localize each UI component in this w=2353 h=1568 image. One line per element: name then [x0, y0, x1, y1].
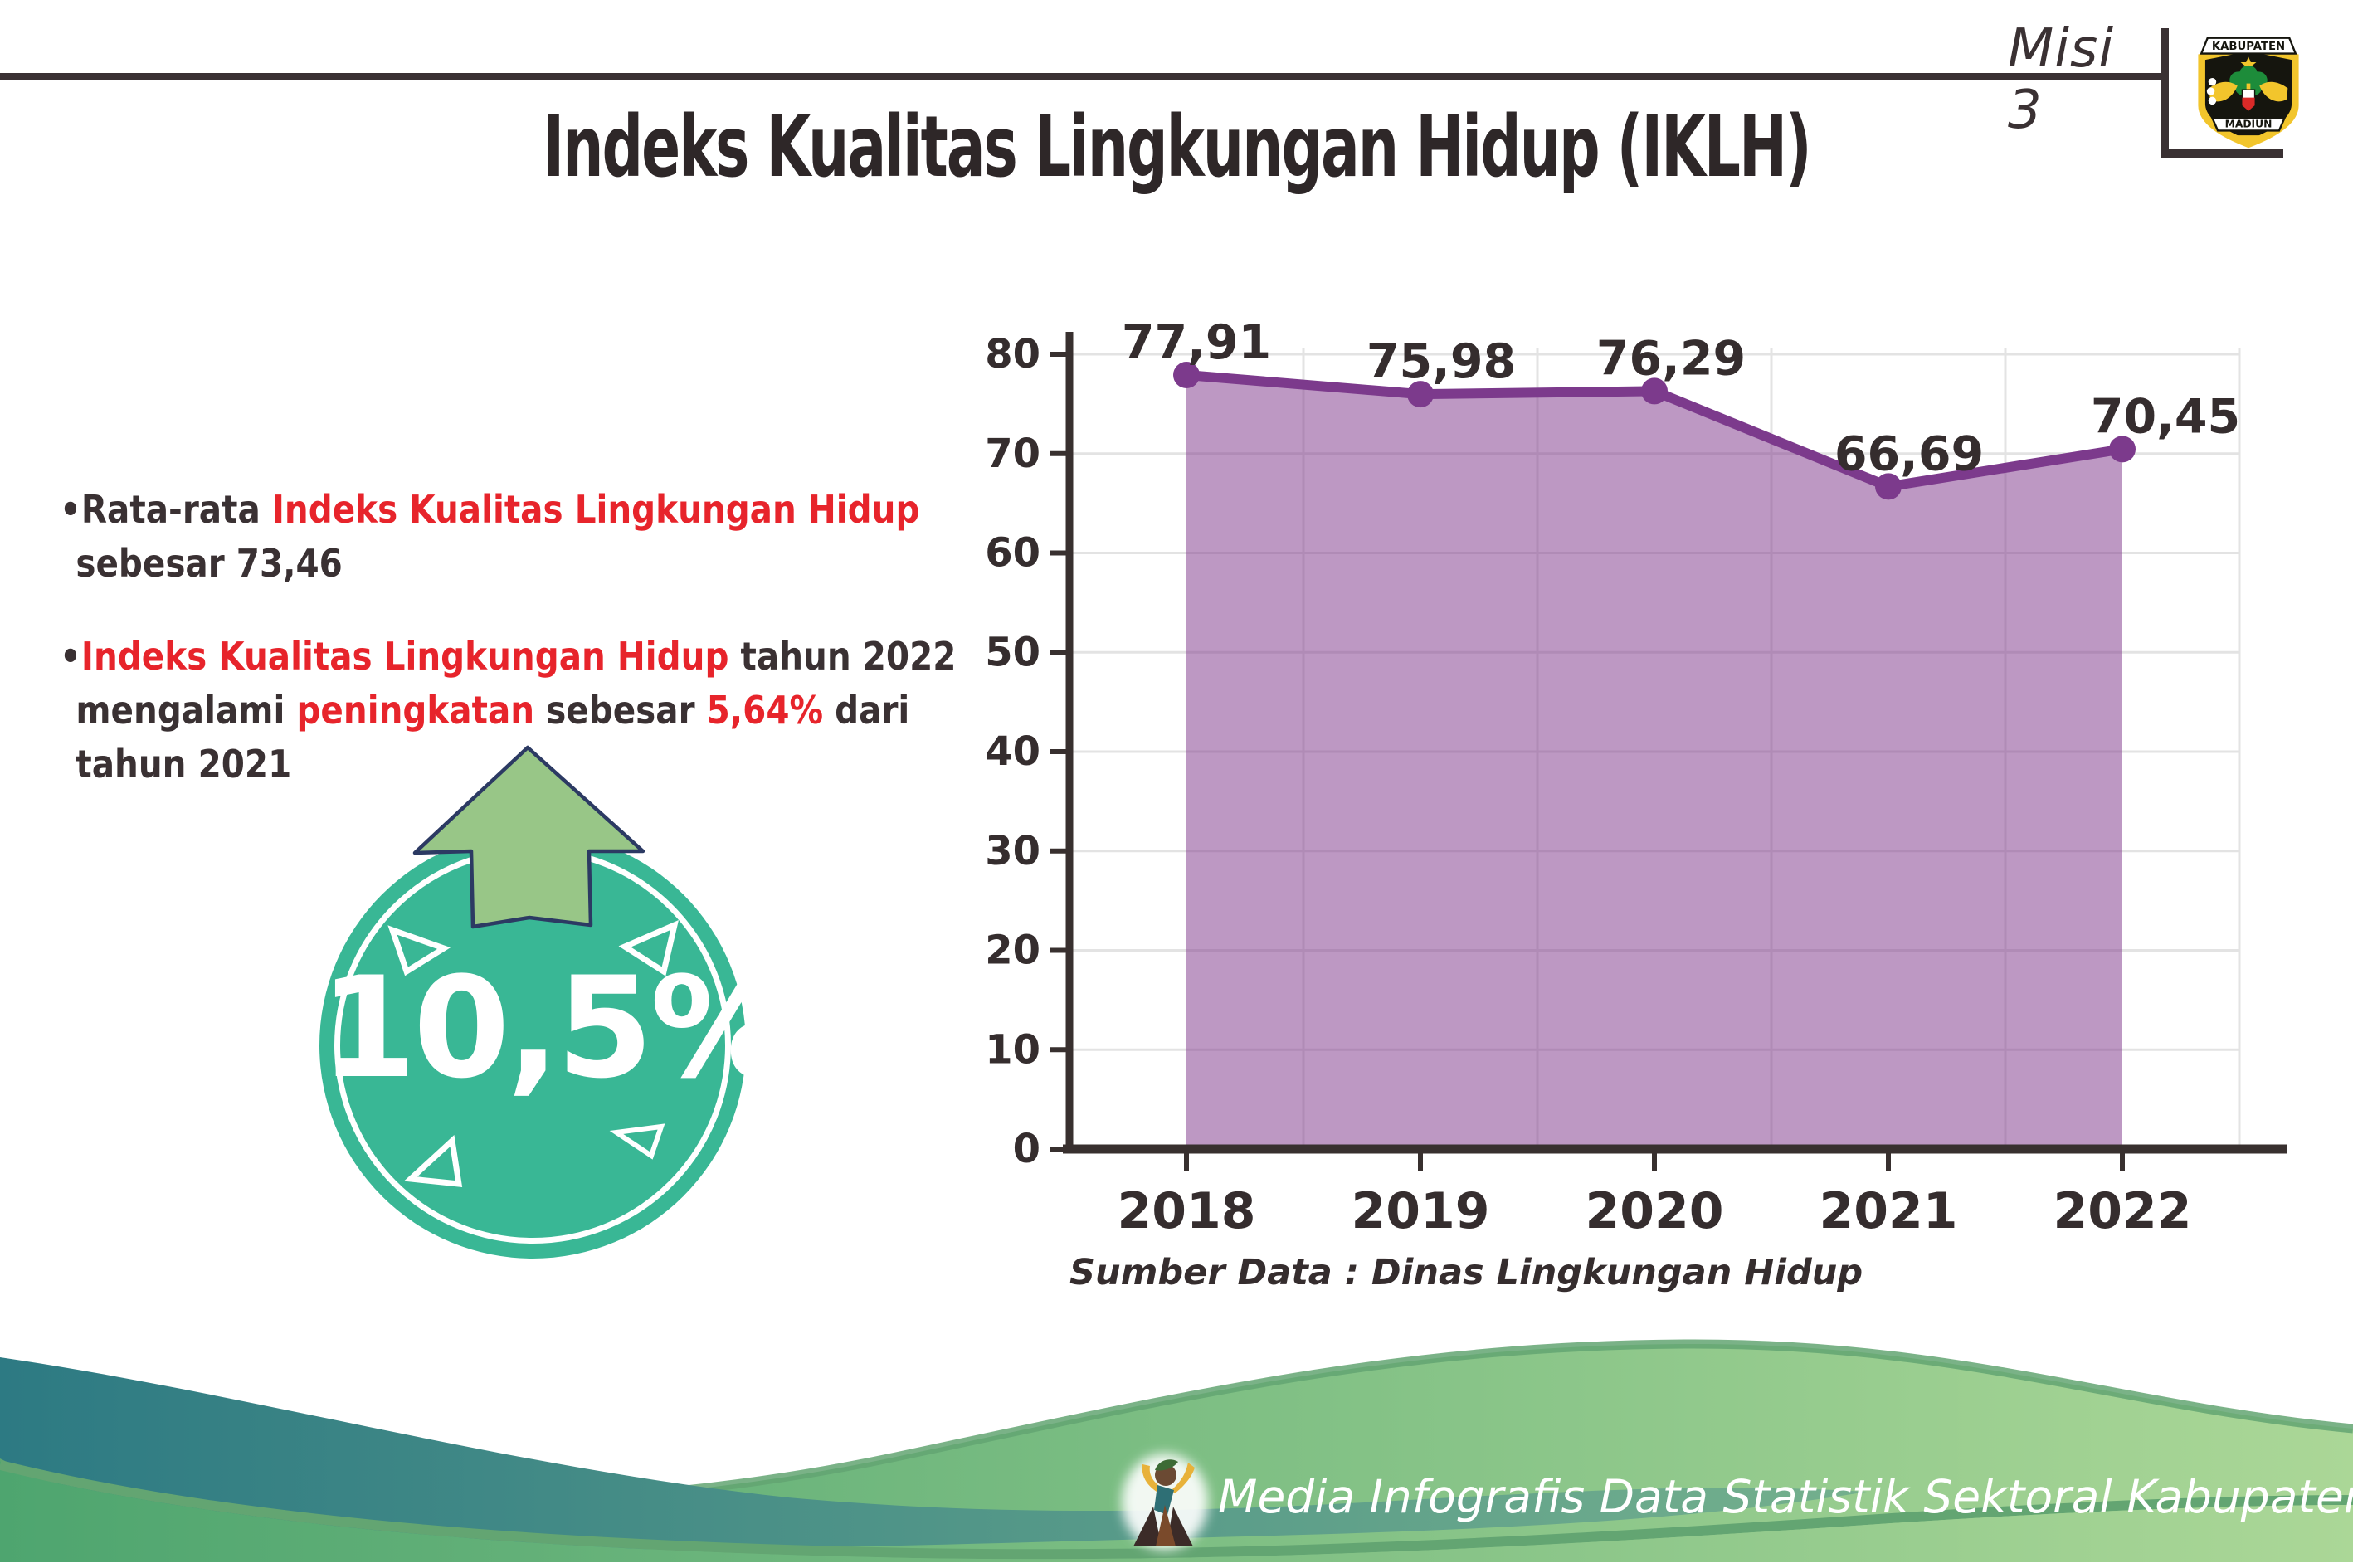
y-axis-label: 40: [985, 728, 1040, 775]
body-text: sebesar 73,46: [76, 541, 343, 587]
body-text: sebesar: [534, 687, 707, 733]
bullet-line: •Rata-rata Indeks Kualitas Lingkungan Hi…: [60, 483, 972, 537]
bullet-item: •Indeks Kualitas Lingkungan Hidup tahun …: [60, 630, 972, 792]
x-axis-label: 2020: [1586, 1182, 1724, 1240]
misi-label: Misi 3: [2008, 18, 2115, 141]
data-point: [1641, 377, 1668, 405]
data-point: [1407, 381, 1434, 408]
body-text: •Rata-rata: [60, 487, 272, 532]
bullet-line: sebesar 73,46: [60, 537, 972, 591]
data-point: [1173, 362, 1200, 389]
data-label: 66,69: [1834, 426, 1984, 481]
x-axis-label: 2018: [1118, 1182, 1256, 1240]
area-series: [1186, 375, 2122, 1150]
data-label: 75,98: [1366, 334, 1516, 389]
bullet-line: mengalami peningkatan sebesar 5,64% dari: [60, 684, 972, 738]
bullet-line: •Indeks Kualitas Lingkungan Hidup tahun …: [60, 630, 972, 684]
iklh-area-chart: 77,91 75,98 76,29 66,69 70,45 0 10 20 30 40 50 60 70…: [985, 315, 2287, 1293]
footer-wave: [0, 1339, 2353, 1568]
mascot-icon: [1122, 1454, 1208, 1550]
logo-frame-vertical: [2161, 28, 2169, 158]
highlight-text: peningkatan: [296, 687, 535, 733]
data-point: [1875, 473, 1902, 500]
y-axis-label: 80: [985, 331, 1040, 377]
footer-caption: Media Infografis Data Statistik Sektoral…: [1218, 1470, 2353, 1523]
emblem-wings: [2206, 77, 2288, 105]
y-axis-label: 0: [1013, 1126, 1040, 1172]
y-axis-label: 30: [985, 828, 1040, 874]
data-point: [2109, 436, 2136, 463]
y-axis-label: 50: [985, 629, 1040, 675]
data-label: 70,45: [2091, 389, 2240, 444]
logo-frame-horizontal: [2161, 149, 2283, 158]
y-axis-label: 20: [985, 928, 1040, 974]
footer-teal-wave: [0, 1357, 1867, 1550]
y-axis-label: 70: [985, 431, 1040, 477]
body-text: tahun 2022: [728, 633, 957, 679]
highlight-text: Indeks Kualitas Lingkungan Hidup: [271, 487, 920, 532]
emblem-top-text: KABUPATEN: [2212, 41, 2285, 53]
data-label: 77,91: [1122, 315, 1271, 370]
footer-front-wave: [0, 1470, 2353, 1568]
up-arrow-icon: [412, 745, 645, 929]
source-note: Sumber Data : Dinas Lingkungan Hidup: [1069, 1252, 1863, 1293]
header-rule: [0, 73, 2161, 80]
body-text: dari: [823, 687, 910, 733]
highlight-text: 5,64%: [706, 687, 824, 733]
bullet-item: •Rata-rata Indeks Kualitas Lingkungan Hi…: [60, 483, 972, 592]
y-axis-label: 60: [985, 530, 1040, 577]
x-axis-label: 2021: [1820, 1182, 1958, 1240]
bullet-line: tahun 2021: [60, 738, 972, 791]
badge-value: 10,5%: [319, 947, 790, 1109]
x-axis-label: 2022: [2053, 1182, 2192, 1240]
body-text: •: [60, 633, 81, 679]
page-title: Indeks Kualitas Lingkungan Hidup (IKLH): [543, 98, 1811, 197]
body-text: tahun 2021: [76, 742, 292, 787]
highlight-text: Indeks Kualitas Lingkungan Hidup: [80, 633, 729, 679]
bullet-list: •Rata-rata Indeks Kualitas Lingkungan Hi…: [60, 483, 972, 830]
badge-spark-triangles: [387, 920, 679, 1187]
increase-badge: 10,5%: [319, 832, 790, 1259]
data-label: 76,29: [1596, 331, 1746, 386]
body-text: mengalami: [76, 687, 297, 733]
kabupaten-madiun-emblem-icon: KABUPATEN MADIUN: [2198, 37, 2299, 149]
y-axis-label: 10: [985, 1026, 1040, 1073]
x-axis-label: 2019: [1352, 1182, 1490, 1240]
emblem-bottom-text: MADIUN: [2225, 119, 2273, 130]
